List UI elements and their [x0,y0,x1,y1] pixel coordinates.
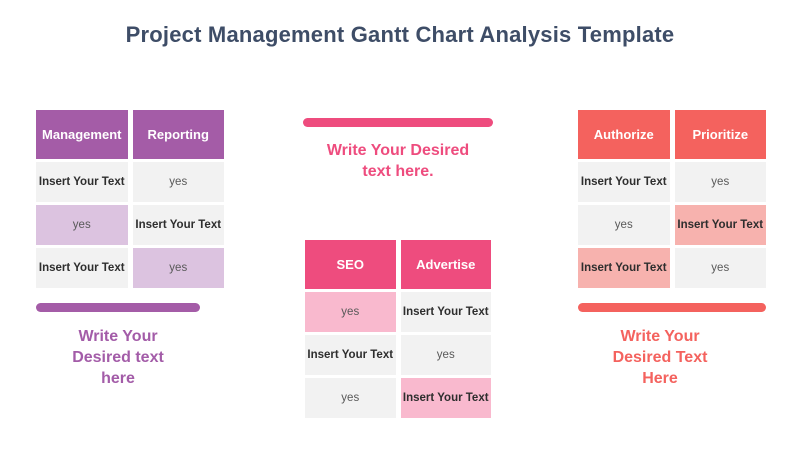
header-reporting: Reporting [132,110,224,159]
table-cell: yes [305,292,396,332]
table-cell: yes [132,162,224,202]
table-management-reporting: Management Reporting Insert Your Text ye… [36,110,224,288]
header-prioritize: Prioritize [674,110,766,159]
table-cell: Insert Your Text [132,205,224,245]
caption-line: Desired text [72,349,164,366]
table-cell: yes [674,248,766,288]
caption-management: Write Your Desired text here [36,326,200,389]
table-cell: yes [578,205,670,245]
table-cell: Insert Your Text [674,205,766,245]
table-cell: Insert Your Text [578,248,670,288]
purple-accent-bar [36,303,200,312]
table-cell: yes [132,248,224,288]
table-cell: yes [674,162,766,202]
table-cell: yes [400,335,491,375]
caption-line: Write Your [78,328,158,345]
pink-accent-bar [303,118,493,127]
caption-line: text here. [362,163,434,180]
header-seo: SEO [305,240,396,289]
table-cell: Insert Your Text [400,378,491,418]
table-authorize-prioritize: Authorize Prioritize Insert Your Text ye… [578,110,766,288]
caption-line: Desired Text [612,349,708,366]
caption-seo: Write Your Desired text here. [298,140,498,182]
page-title: Project Management Gantt Chart Analysis … [125,22,675,47]
caption-line: here [101,370,135,387]
table-cell: Insert Your Text [305,335,396,375]
header-advertise: Advertise [400,240,491,289]
caption-line: Write Your [620,328,700,345]
caption-authorize: Write Your Desired Text Here [570,326,750,389]
table-cell: Insert Your Text [36,162,128,202]
table-cell: yes [305,378,396,418]
table-cell: Insert Your Text [578,162,670,202]
caption-line: Here [642,370,678,387]
header-management: Management [36,110,128,159]
coral-accent-bar [578,303,766,312]
table-seo-advertise: SEO Advertise yes Insert Your Text Inser… [305,240,491,418]
caption-line: Write Your Desired [326,142,470,159]
table-cell: Insert Your Text [36,248,128,288]
header-authorize: Authorize [578,110,670,159]
table-cell: yes [36,205,128,245]
table-cell: Insert Your Text [400,292,491,332]
